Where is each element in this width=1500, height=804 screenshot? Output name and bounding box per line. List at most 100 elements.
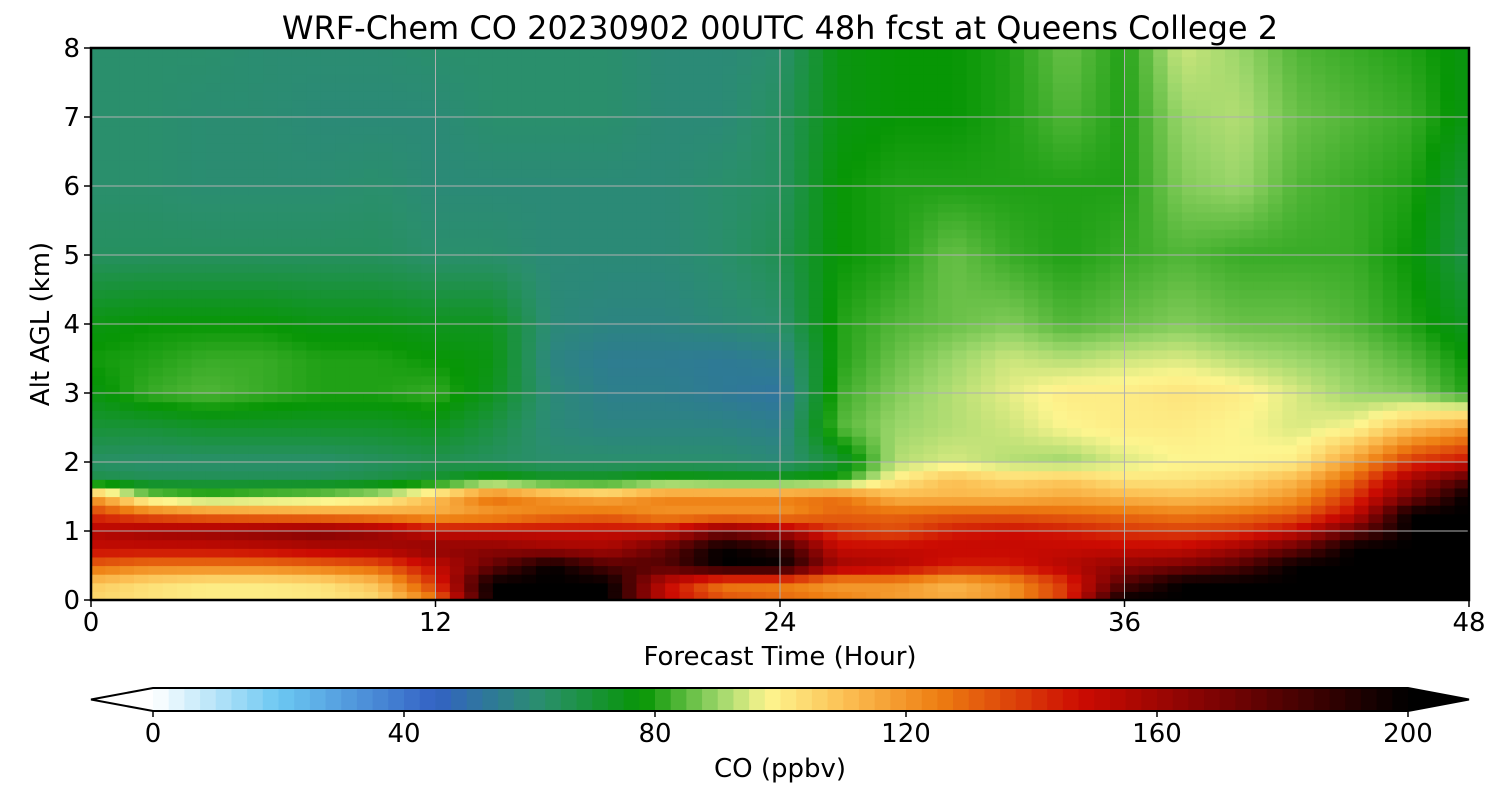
field-cell [794,513,810,523]
field-cell [507,125,523,135]
field-cell [780,82,795,92]
field-cell [1110,134,1126,144]
field-cell [220,306,236,316]
field-cell [722,582,738,592]
field-cell [593,367,609,377]
field-cell [1024,574,1039,584]
field-cell [392,99,408,109]
field-cell [349,505,365,515]
field-cell [105,82,121,92]
field-cell [952,142,968,153]
field-cell [622,444,638,454]
field-cell [177,134,193,144]
field-cell [1196,574,1212,584]
field-cell [937,548,953,558]
field-cell [808,384,824,394]
field-cell [636,582,652,592]
field-cell [866,453,882,463]
field-cell [435,582,451,592]
field-cell [1024,65,1039,75]
field-cell [1052,548,1068,558]
field-cell [535,565,551,575]
field-cell [1153,263,1169,273]
field-cell [636,229,652,239]
field-cell [1167,211,1183,222]
field-cell [851,99,867,109]
field-cell [937,487,953,498]
field-cell [980,367,996,377]
field-cell [1024,177,1039,187]
field-cell [579,186,594,196]
field-cell [277,582,293,592]
field-cell [579,548,594,558]
field-cell [306,194,322,204]
field-cell [306,496,322,506]
field-cell [966,289,982,299]
field-cell [521,142,537,153]
field-cell [1138,289,1154,299]
field-cell [909,298,925,308]
field-cell [866,194,882,204]
field-cell [177,289,193,299]
field-cell [1081,427,1097,437]
field-cell [1196,367,1212,377]
field-cell [909,436,925,446]
field-cell [780,108,795,118]
field-cell [966,401,982,411]
field-cell [1067,134,1083,144]
field-cell [550,444,566,454]
field-cell [866,470,882,480]
field-cell [736,160,752,170]
field-cell [507,332,523,342]
field-cell [177,462,193,472]
field-cell [134,298,150,308]
field-cell [937,142,953,153]
field-cell [1009,73,1025,84]
field-cell [263,306,279,316]
field-cell [464,56,480,66]
field-cell [708,453,724,463]
field-cell [650,496,666,506]
field-cell [521,582,537,592]
field-cell [177,513,193,523]
field-cell [736,91,752,101]
field-cell [177,255,193,265]
field-cell [579,108,594,118]
field-cell [636,556,652,567]
field-cell [162,194,178,204]
field-cell [320,332,336,342]
field-cell [220,393,236,403]
field-cell [1095,393,1111,403]
field-cell [248,203,264,213]
field-cell [478,548,494,558]
field-cell [406,298,422,308]
field-cell [478,487,494,498]
field-cell [1067,522,1083,532]
field-cell [780,582,795,592]
field-cell [263,134,279,144]
field-cell [1196,255,1212,265]
field-cell [894,358,910,368]
field-cell [923,401,939,411]
field-cell [550,48,566,58]
field-cell [693,591,709,600]
field-cell [378,436,394,446]
field-cell [363,229,379,239]
field-cell [665,418,681,429]
field-cell [866,444,882,454]
field-cell [1095,82,1111,92]
field-cell [421,453,437,463]
field-cell [823,168,839,178]
field-cell [880,289,896,299]
field-cell [507,324,523,334]
field-cell [966,393,982,403]
field-cell [105,436,121,446]
field-cell [894,565,910,575]
field-cell [1052,91,1068,101]
field-cell [736,556,752,567]
field-cell [593,203,609,213]
field-cell [693,487,709,498]
field-cell [607,453,623,463]
field-cell [421,462,437,472]
field-cell [995,306,1011,316]
